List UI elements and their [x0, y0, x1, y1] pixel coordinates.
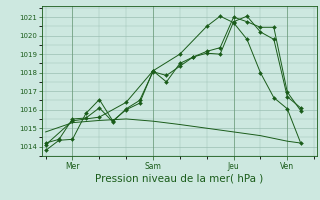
X-axis label: Pression niveau de la mer( hPa ): Pression niveau de la mer( hPa ) [95, 173, 263, 183]
